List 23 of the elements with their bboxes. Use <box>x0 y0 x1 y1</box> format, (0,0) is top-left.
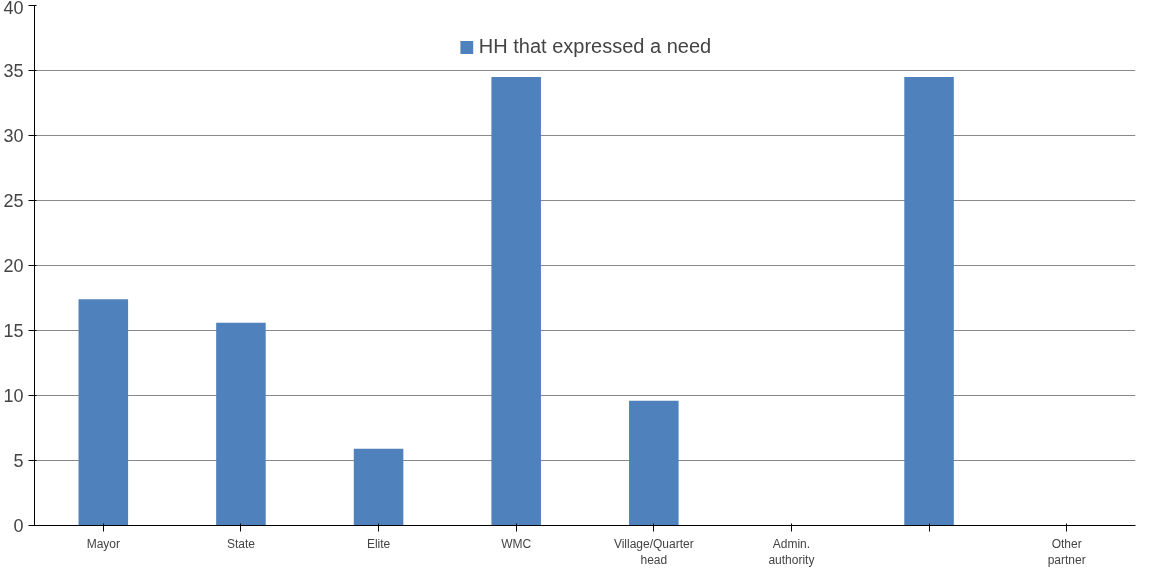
x-tick-label: Mayor <box>86 536 120 551</box>
bar <box>78 299 129 526</box>
y-tick-label: 10 <box>3 386 24 406</box>
y-tick-label: 30 <box>3 126 24 146</box>
x-tick-label: State <box>226 536 256 551</box>
y-tick-label: 20 <box>3 256 24 276</box>
y-tick-label: 40 <box>3 0 24 18</box>
y-tick-label: 25 <box>3 191 24 211</box>
y-tick-label: 5 <box>13 451 24 471</box>
bar <box>216 322 266 526</box>
bar <box>491 77 541 526</box>
x-tick-label: WMC <box>501 536 532 551</box>
bar <box>353 448 404 526</box>
x-tick-label: Admin. authority <box>768 536 815 568</box>
x-tick-label: Elite <box>366 536 391 551</box>
legend-label: HH that expressed a need <box>478 35 712 58</box>
y-tick-label: 35 <box>3 61 24 81</box>
x-tick-label: Village/Quarter head <box>613 536 694 568</box>
bar <box>629 400 679 526</box>
bar <box>904 77 954 526</box>
y-tick-label: 0 <box>13 516 24 536</box>
x-tick-label: Other partner <box>1047 536 1086 568</box>
y-tick-label: 15 <box>3 321 24 341</box>
